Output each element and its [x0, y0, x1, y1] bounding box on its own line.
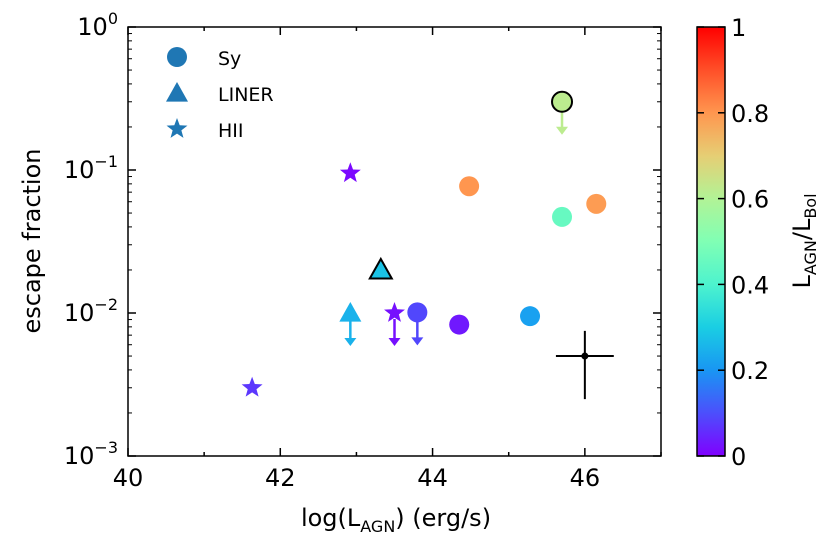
colorbar-tick-label: 0	[731, 443, 746, 471]
colorbar-ticks: 0 0.2 0.4 0.6 0.8 1	[697, 14, 769, 471]
x-tick-label: 40	[113, 464, 144, 492]
x-tick-label: 46	[570, 464, 601, 492]
legend-label: HII	[218, 120, 244, 142]
y-axis-label: escape fraction	[18, 149, 46, 334]
upper-limit-arrow-head	[388, 338, 401, 346]
colorbar-tick-label: 0.4	[731, 271, 769, 299]
data-point-circle	[407, 302, 428, 323]
x-tick-labels: 40 42 44 46	[113, 464, 600, 492]
legend: Sy LINER HII	[166, 47, 274, 142]
data-point-star	[241, 376, 263, 397]
axis-ticks	[127, 26, 662, 457]
colorbar	[696, 26, 726, 457]
legend-label: Sy	[218, 48, 241, 70]
data-point-star	[384, 302, 405, 322]
x-tick-label: 44	[417, 464, 448, 492]
data-point-circle	[520, 306, 541, 327]
data-point-triangle	[339, 302, 362, 322]
legend-marker-circle	[167, 47, 187, 67]
upper-limit-arrow-head	[344, 338, 357, 346]
upper-limit-arrow-head	[411, 337, 424, 346]
data-point-circle	[449, 314, 470, 335]
legend-label: LINER	[218, 84, 274, 106]
data-point-triangle	[368, 256, 394, 280]
data-point-circle	[551, 90, 574, 113]
data-point-circle	[552, 206, 573, 227]
colorbar-tick-label: 0.8	[731, 100, 769, 128]
colorbar-label: LAGN/LBol	[788, 193, 820, 288]
colorbar-tick-label: 0.6	[731, 186, 769, 214]
data-point-circle	[459, 176, 480, 197]
upper-limit-arrow-head	[556, 126, 569, 135]
errorbar-center	[581, 352, 589, 360]
y-tick-label: 10−2	[64, 295, 118, 327]
legend-marker-star	[166, 118, 188, 138]
data-point-circle	[586, 193, 607, 214]
legend-marker-triangle	[166, 82, 188, 102]
data-point-star	[339, 162, 361, 183]
plot-frame	[127, 26, 662, 457]
errorbar-example	[555, 330, 614, 400]
x-axis-label: log(LAGN) (erg/s)	[301, 504, 491, 536]
data-points	[241, 90, 607, 397]
colorbar-tick-label: 1	[731, 14, 746, 42]
colorbar-tick-label: 0.2	[731, 357, 769, 385]
x-tick-label: 42	[265, 464, 296, 492]
y-tick-label: 10−1	[64, 152, 118, 184]
y-tick-labels: 10−3 10−2 10−1 100	[64, 9, 118, 470]
y-tick-label: 100	[77, 9, 118, 41]
y-tick-label: 10−3	[64, 438, 118, 470]
